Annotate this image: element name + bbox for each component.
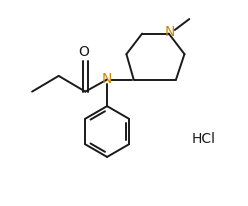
Text: N: N xyxy=(102,72,112,86)
Text: O: O xyxy=(79,44,90,59)
Text: N: N xyxy=(165,25,175,39)
Text: HCl: HCl xyxy=(192,131,216,145)
